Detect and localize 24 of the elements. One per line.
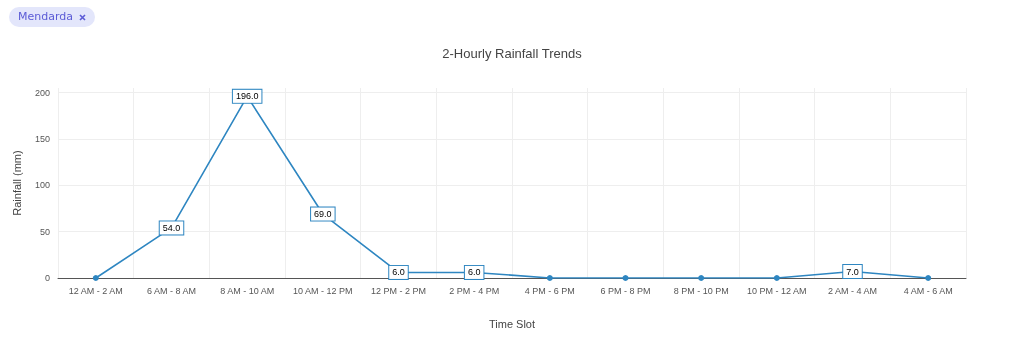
x-tick-label: 12 PM - 2 PM (370, 285, 427, 296)
data-label: 7.0 (846, 266, 859, 277)
x-tick-label: 4 PM - 6 PM (524, 285, 575, 296)
x-tick-label: 10 PM - 12 AM (747, 285, 807, 296)
x-tick-label: 6 PM - 8 PM (600, 285, 651, 296)
y-tick-label: 100 (34, 180, 50, 191)
x-tick-label: 10 AM - 12 PM (293, 285, 353, 296)
y-tick-label: 0 (44, 273, 50, 283)
x-axis-title: Time Slot (488, 317, 536, 330)
x-tick-label: 2 AM - 4 AM (827, 285, 878, 296)
x-tick-label: 6 AM - 8 AM (146, 285, 197, 296)
x-tick-label: 2 PM - 4 PM (449, 285, 500, 296)
y-tick-label: 50 (39, 226, 50, 237)
x-tick-label: 8 AM - 10 AM (220, 285, 275, 296)
x-tick-label: 12 AM - 2 AM (68, 285, 123, 296)
chart-title: 2-Hourly Rainfall Trends (442, 46, 583, 61)
y-tick-label: 200 (34, 87, 50, 98)
x-tick-label: 8 PM - 10 PM (673, 285, 729, 296)
y-tick-label: 150 (34, 133, 50, 144)
y-axis-title: Rainfall (mm) (10, 150, 23, 216)
data-label: 6.0 (467, 267, 481, 278)
data-label: 6.0 (392, 267, 405, 278)
x-tick-label: 4 AM - 6 AM (903, 285, 953, 296)
text: Mendarda (18, 9, 74, 25)
